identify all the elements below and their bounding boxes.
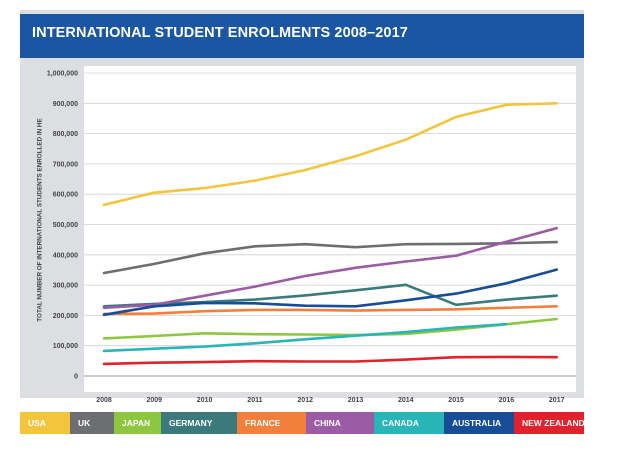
legend-item-uk: UK [70, 412, 114, 434]
series-line-usa [102, 102, 559, 207]
y-tick-label: 100,000 [53, 343, 78, 350]
y-tick-label: 900,000 [53, 101, 78, 108]
y-tick-label: 800,000 [53, 131, 78, 138]
legend-item-china: CHINA [306, 412, 374, 434]
plot-background [84, 66, 576, 392]
legend-item-germany: GERMANY [161, 412, 237, 434]
y-tick-label: 700,000 [53, 161, 78, 168]
y-tick-label: 600,000 [53, 192, 78, 199]
y-tick-label: 1,000,000 [47, 71, 78, 78]
series-line-new-zealand [102, 355, 559, 366]
series-line-germany [102, 283, 559, 308]
legend-item-new-zealand: NEW ZEALAND [514, 412, 584, 434]
legend: USA UK JAPAN GERMANY FRANCE CHINA CANADA AUSTRA… [20, 412, 584, 434]
x-tick-label: 2009 [147, 397, 163, 404]
gridlines [84, 72, 576, 377]
series-line-uk [102, 240, 559, 275]
x-tick-label: 2013 [348, 397, 364, 404]
series-line-france [102, 304, 559, 316]
x-tick-label: 2015 [448, 397, 464, 404]
series-lines [102, 102, 559, 366]
y-tick-label: 400,000 [53, 252, 78, 259]
x-tick-label: 2011 [247, 397, 262, 404]
x-tick-label: 2010 [197, 397, 213, 404]
x-tick-label: 2016 [499, 397, 515, 404]
y-axis-title: TOTAL NUMBER OF INTERNATIONAL STUDENTS E… [36, 118, 44, 322]
legend-item-usa: USA [20, 412, 70, 434]
legend-item-canada: CANADA [374, 412, 444, 434]
line-chart: 0 100,000 200,000 300,000 400,000 500,000 600,… [47, 66, 576, 404]
x-tick-label: 2014 [398, 397, 414, 404]
title-bar: INTERNATIONAL STUDENT ENROLMENTS 2008–20… [20, 14, 584, 58]
y-tick-labels: 0 100,000 200,000 300,000 400,000 500,000 600,… [47, 71, 78, 381]
y-tick-label: 0 [74, 374, 78, 381]
x-tick-label: 2012 [297, 397, 313, 404]
series-line-china [102, 226, 559, 310]
y-tick-label: 500,000 [53, 222, 78, 229]
series-line-canada [102, 322, 508, 353]
x-tick-label: 2008 [96, 397, 112, 404]
y-tick-label: 200,000 [53, 313, 78, 320]
series-line-australia [102, 268, 559, 317]
x-tick-label: 2017 [549, 397, 565, 404]
chart-title: INTERNATIONAL STUDENT ENROLMENTS 2008–20… [32, 25, 408, 41]
x-tick-labels: 2008 2009 2010 2011 2012 2013 2014 2015 2016 2017 [96, 397, 564, 404]
legend-item-australia: AUSTRALIA [444, 412, 514, 434]
y-tick-label: 300,000 [53, 283, 78, 290]
legend-item-france: FRANCE [237, 412, 306, 434]
legend-item-japan: JAPAN [114, 412, 161, 434]
